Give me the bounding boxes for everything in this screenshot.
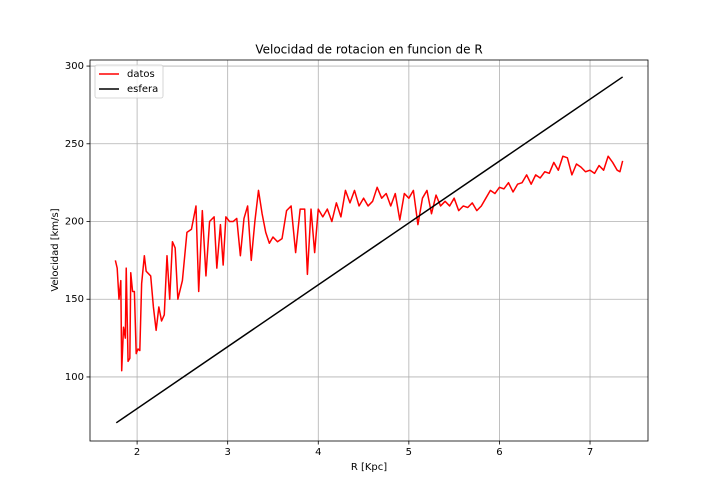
data-line — [114, 155, 624, 372]
chart-title: Velocidad de rotacion en funcion de R — [255, 43, 482, 57]
plot-frame — [89, 59, 649, 442]
y-tick-label: 100 — [65, 372, 84, 383]
x-tick-label: 7 — [587, 447, 593, 458]
y-axis-label: Velocidad [km/s] — [50, 208, 61, 291]
y-tick-label: 200 — [65, 217, 84, 228]
y-tick-label: 150 — [65, 294, 84, 305]
y-tick-label: 250 — [65, 139, 84, 150]
legend-label: datos — [127, 69, 155, 80]
x-tick-label: 5 — [406, 447, 412, 458]
x-tick-label: 6 — [496, 447, 502, 458]
legend-label: esfera — [127, 84, 158, 95]
x-axis-label: R [Kpc] — [351, 462, 387, 473]
x-tick-label: 4 — [315, 447, 321, 458]
x-tick-label: 3 — [225, 447, 231, 458]
x-tick-label: 2 — [134, 447, 140, 458]
y-tick-label: 300 — [65, 61, 84, 72]
data-line — [115, 76, 624, 424]
